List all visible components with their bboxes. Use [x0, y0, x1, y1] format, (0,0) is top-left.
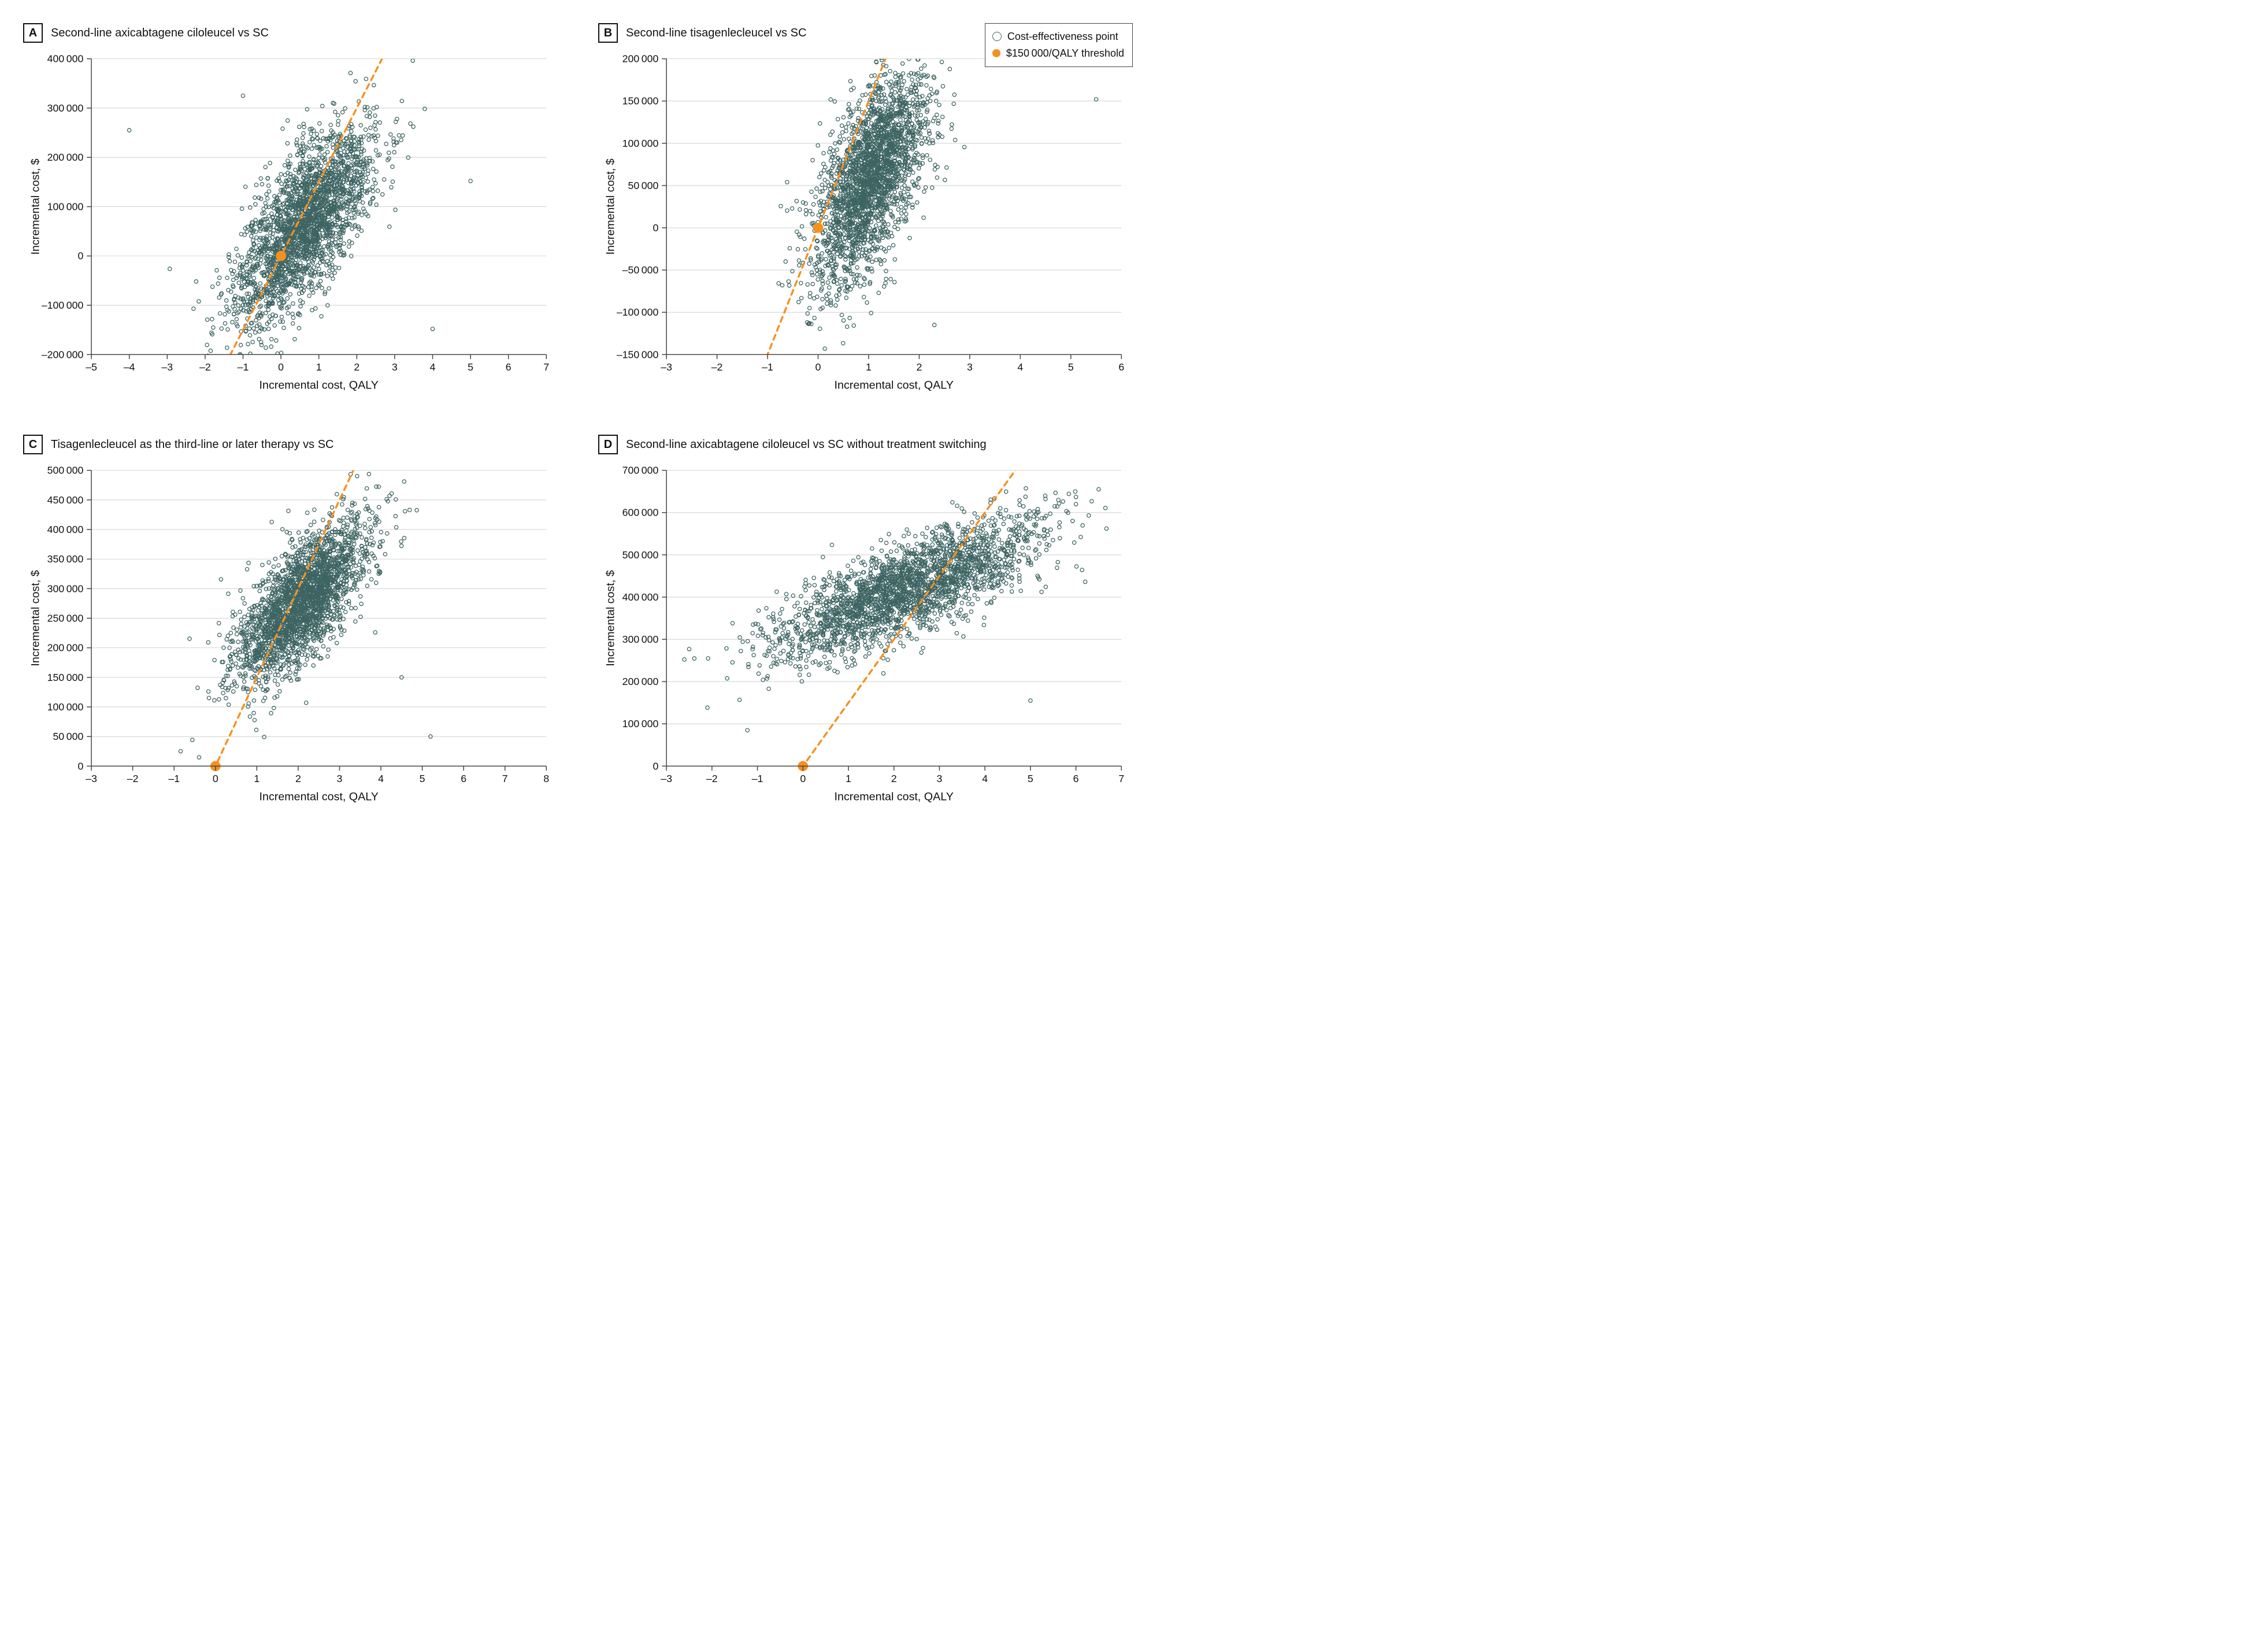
svg-text:100 000: 100 000 — [622, 138, 659, 149]
scatter-cloud — [683, 472, 1133, 732]
chart-d: –3–2–1012345670100 000200 000300 000400 … — [598, 459, 1133, 812]
y-axis-label: Incremental cost, $ — [29, 570, 42, 666]
svg-text:–3: –3 — [661, 361, 672, 373]
panel-title: Second-line tisagenlecleucel vs SC — [626, 27, 806, 40]
panel-title: Second-line axicabtagene ciloleucel vs S… — [626, 438, 987, 451]
x-axis: –3–2–101234567 — [661, 766, 1124, 784]
svg-text:150 000: 150 000 — [622, 95, 659, 107]
svg-text:4: 4 — [1017, 361, 1023, 373]
panel-letter: C — [23, 435, 43, 454]
chart-b: –3 –2 –1 0 1 2 3 4 5 6 –150 000 –100 000 –50 000 0 50 … — [598, 47, 1133, 400]
svg-text:–5: –5 — [86, 361, 97, 373]
x-axis-label: Incremental cost, QALY — [260, 791, 379, 803]
svg-text:400 000: 400 000 — [47, 53, 84, 65]
legend-row: $150 000/QALY threshold — [992, 45, 1124, 62]
svg-text:300 000: 300 000 — [47, 102, 84, 114]
panel-d: D Second-line axicabtagene ciloleucel vs … — [598, 435, 1133, 812]
svg-text:200 000: 200 000 — [622, 53, 659, 65]
panel-title-row: C Tisagenlecleucel as the third-line or l… — [23, 435, 558, 454]
svg-text:–1: –1 — [238, 361, 249, 373]
panel-letter: A — [23, 23, 43, 43]
panel-letter: D — [598, 435, 618, 454]
panel-title-row: D Second-line axicabtagene ciloleucel vs … — [598, 435, 1133, 454]
svg-text:–200 000: –200 000 — [42, 349, 84, 360]
svg-text:1: 1 — [316, 361, 322, 373]
x-axis-label: Incremental cost, QALY — [835, 379, 954, 391]
svg-text:0: 0 — [653, 222, 658, 234]
svg-text:50 000: 50 000 — [628, 180, 659, 191]
svg-text:3: 3 — [967, 361, 973, 373]
svg-text:0: 0 — [77, 250, 83, 262]
svg-text:0: 0 — [278, 361, 284, 373]
y-axis: 0100 000200 000300 000400 000500 000600 … — [622, 465, 666, 772]
panel-c: C Tisagenlecleucel as the third-line or l… — [23, 435, 558, 812]
y-axis: 050 000100 000150 000200 000250 000300 0… — [47, 465, 91, 772]
scatter-cloud — [128, 47, 473, 400]
svg-text:–4: –4 — [124, 361, 135, 373]
svg-text:3: 3 — [392, 361, 398, 373]
svg-text:5: 5 — [468, 361, 473, 373]
svg-text:–2: –2 — [711, 361, 723, 373]
svg-text:6: 6 — [506, 361, 511, 373]
panel-b: B Second-line tisagenlecleucel vs SC Cost-… — [598, 23, 1133, 400]
svg-text:200 000: 200 000 — [47, 151, 84, 163]
x-axis-label: Incremental cost, QALY — [835, 791, 954, 803]
x-axis-label: Incremental cost, QALY — [260, 379, 379, 391]
svg-text:5: 5 — [1068, 361, 1074, 373]
x-axis: –3 –2 –1 0 1 2 3 4 5 6 — [661, 354, 1124, 373]
svg-text:7: 7 — [543, 361, 549, 373]
svg-text:–150 000: –150 000 — [617, 349, 659, 360]
y-axis: –150 000 –100 000 –50 000 0 50 000 100 000 150… — [617, 53, 666, 361]
threshold-origin-dot — [276, 251, 286, 261]
chart-c: –3–2–1012345678050 000100 000150 000200 … — [23, 459, 558, 812]
svg-text:–100 000: –100 000 — [617, 306, 659, 318]
legend: Cost-effectiveness point$150 000/QALY th… — [985, 23, 1133, 67]
threshold-origin-dot — [813, 223, 824, 233]
y-axis: –200 000 –100 000 0 100 000 200 000 300 000 40… — [42, 53, 91, 361]
panel-a: A Second-line axicabtagene ciloleucel vs … — [23, 23, 558, 400]
y-axis-label: Incremental cost, $ — [29, 158, 42, 254]
svg-text:–1: –1 — [762, 361, 773, 373]
x-axis: –5 –4 –3 –2 –1 0 1 2 3 4 5 6 7 — [86, 354, 549, 373]
y-axis-label: Incremental cost, $ — [605, 158, 617, 254]
svg-text:1: 1 — [866, 361, 872, 373]
svg-text:–100 000: –100 000 — [42, 299, 84, 311]
panel-title-row: A Second-line axicabtagene ciloleucel vs … — [23, 23, 558, 43]
x-axis: –3–2–1012345678 — [86, 766, 549, 784]
svg-text:2: 2 — [354, 361, 359, 373]
svg-text:–2: –2 — [199, 361, 211, 373]
panel-title: Tisagenlecleucel as the third-line or la… — [51, 438, 334, 451]
legend-row: Cost-effectiveness point — [992, 28, 1124, 45]
svg-text:4: 4 — [430, 361, 436, 373]
svg-text:100 000: 100 000 — [47, 201, 84, 212]
svg-text:–3: –3 — [161, 361, 173, 373]
legend-label: $150 000/QALY threshold — [1006, 45, 1124, 62]
scatter-cloud — [179, 459, 432, 759]
scatter-cloud — [777, 47, 1098, 350]
svg-text:0: 0 — [816, 361, 821, 373]
panel-letter: B — [598, 23, 618, 43]
svg-text:2: 2 — [917, 361, 922, 373]
y-axis-label: Incremental cost, $ — [605, 570, 617, 666]
chart-a: –5 –4 –3 –2 –1 0 1 2 3 4 5 6 7 –200 000 –100 000 0 100 0… — [23, 47, 558, 400]
panel-title: Second-line axicabtagene ciloleucel vs S… — [51, 27, 269, 40]
legend-threshold-icon — [992, 49, 1000, 57]
legend-scatter-icon — [992, 32, 1002, 41]
svg-text:–50 000: –50 000 — [622, 264, 659, 276]
legend-label: Cost-effectiveness point — [1007, 28, 1118, 45]
svg-text:6: 6 — [1118, 361, 1124, 373]
